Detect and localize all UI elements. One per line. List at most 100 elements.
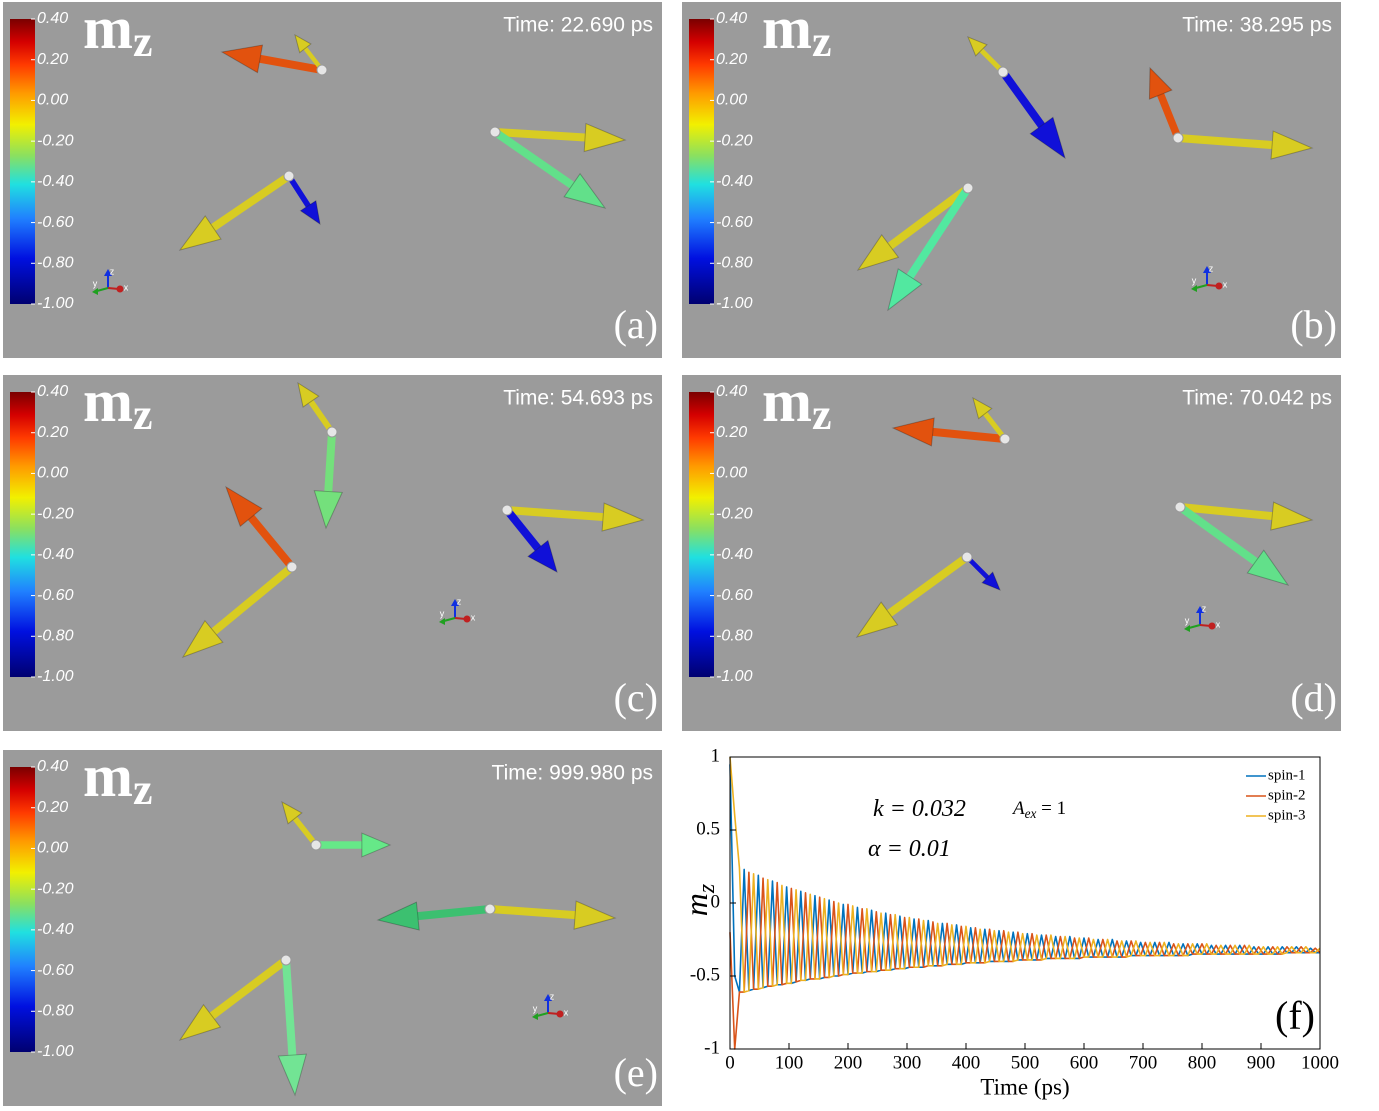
y-axis-symbol: m bbox=[678, 893, 714, 916]
arrow-shaft bbox=[209, 956, 289, 1020]
spin-joint bbox=[997, 66, 1009, 78]
colorbar-tick-label: -1.00 bbox=[716, 295, 753, 312]
triad-head bbox=[451, 599, 459, 606]
quantity-label: mz bbox=[762, 0, 832, 66]
colorbar-tick-label: 0.20 bbox=[37, 799, 68, 816]
quantity-subscript: z bbox=[812, 17, 832, 66]
arrow-shaft bbox=[247, 514, 296, 570]
spin-joint bbox=[962, 182, 974, 194]
quantity-label: mz bbox=[83, 368, 153, 439]
colorbar-tick-label: -0.20 bbox=[37, 880, 74, 897]
arrow-shaft bbox=[292, 816, 319, 847]
arrow-head bbox=[967, 36, 988, 57]
arrow-head bbox=[299, 199, 321, 226]
x-tick-label: 700 bbox=[1129, 1052, 1158, 1073]
arrow-head bbox=[181, 619, 224, 658]
triad-head bbox=[104, 269, 112, 276]
x-tick-label: 900 bbox=[1247, 1052, 1276, 1073]
arrow-head bbox=[1029, 116, 1066, 160]
colorbar bbox=[689, 19, 714, 304]
arrow-head bbox=[855, 601, 899, 638]
colorbar-tick-label: -0.60 bbox=[716, 214, 753, 231]
panel-background bbox=[682, 375, 1341, 731]
annotation-subscript: ex bbox=[1025, 806, 1037, 821]
quantity-symbol: m bbox=[762, 368, 812, 434]
colorbar-tick-label: -0.40 bbox=[37, 173, 74, 190]
x-tick-label: 0 bbox=[725, 1052, 735, 1073]
time-label: Time: 54.693 ps bbox=[503, 387, 653, 410]
legend-label: spin-1 bbox=[1268, 767, 1306, 783]
time-label: Time: 999.980 ps bbox=[492, 762, 653, 785]
arrow-head bbox=[527, 539, 558, 574]
line-chart: 0 100 200 300 400 500 600 700 800 900 1000 1 0.5 0 -0.… bbox=[678, 745, 1339, 1099]
quantity-symbol: m bbox=[83, 368, 133, 434]
arrow-head bbox=[1270, 130, 1314, 160]
arrow-shaft bbox=[886, 553, 970, 617]
arrow-head bbox=[573, 900, 617, 930]
arrow-shaft bbox=[1177, 134, 1273, 150]
annotation-text: A bbox=[1011, 798, 1025, 819]
arrow-shaft bbox=[932, 427, 1006, 443]
arrow-head bbox=[856, 234, 900, 271]
triad-head bbox=[92, 288, 98, 295]
spin-joint bbox=[280, 954, 292, 966]
triad-head bbox=[1203, 266, 1211, 273]
triad-head bbox=[1215, 282, 1223, 290]
y-axis-subscript: z bbox=[694, 883, 720, 894]
arrow-shaft bbox=[324, 431, 336, 492]
arrow-head bbox=[313, 490, 344, 530]
x-tick-label: 300 bbox=[893, 1052, 922, 1073]
series-line bbox=[729, 756, 1321, 993]
arrow-head bbox=[563, 172, 607, 209]
triad-head bbox=[544, 994, 552, 1001]
colorbar-tick-label: 0.40 bbox=[716, 10, 747, 27]
x-tick-label: 600 bbox=[1070, 1052, 1099, 1073]
annotation: Aex = 1 bbox=[1011, 798, 1066, 821]
triad-label: z bbox=[110, 266, 115, 276]
arrow-head bbox=[361, 832, 392, 858]
arrow-head bbox=[1148, 66, 1173, 100]
triad-label: y bbox=[1192, 275, 1197, 285]
quantity-label: mz bbox=[83, 0, 153, 66]
arrow-head bbox=[178, 1003, 222, 1041]
arrow-head bbox=[972, 396, 993, 420]
spin-joint bbox=[489, 126, 501, 138]
plot-area bbox=[730, 757, 1320, 1049]
triad-label: x bbox=[564, 1007, 569, 1017]
arrow-head bbox=[601, 502, 645, 532]
arrow-shaft bbox=[887, 184, 971, 250]
quantity-subscript: z bbox=[133, 17, 153, 66]
legend-label: spin-3 bbox=[1268, 807, 1306, 823]
quantity-symbol: m bbox=[83, 743, 133, 809]
colorbar-tick-label: -0.60 bbox=[37, 587, 74, 604]
y-tick-label: -0.5 bbox=[690, 964, 720, 985]
colorbar-tick-label: -0.80 bbox=[716, 255, 753, 272]
panel-label: (f) bbox=[1275, 993, 1315, 1038]
colorbar-tick-label: 0.00 bbox=[37, 840, 68, 857]
colorbar-tick-label: -0.20 bbox=[37, 132, 74, 149]
arrow-head bbox=[887, 268, 923, 312]
colorbar-tick-label: -1.00 bbox=[37, 1043, 74, 1060]
arrow-head bbox=[220, 44, 264, 74]
triad-axis bbox=[96, 287, 109, 292]
annotation-text: α = 0.01 bbox=[868, 836, 951, 862]
quantity-label: mz bbox=[83, 743, 153, 814]
colorbar-tick-label: 0.40 bbox=[37, 10, 68, 27]
arrow-shaft bbox=[211, 563, 295, 635]
colorbar-tick-label: -0.80 bbox=[37, 628, 74, 645]
triad-label: x bbox=[1216, 619, 1221, 629]
spin-joint bbox=[999, 433, 1011, 445]
spin-joint bbox=[316, 64, 328, 76]
colorbar-tick-label: -0.60 bbox=[37, 214, 74, 231]
quantity-label: mz bbox=[762, 368, 832, 439]
colorbar-tick-label: 0.00 bbox=[37, 92, 68, 109]
y-tick-label: 0.5 bbox=[696, 818, 720, 839]
colorbar-tick-label: 0.00 bbox=[37, 465, 68, 482]
triad-label: y bbox=[440, 608, 445, 618]
triad-label: z bbox=[457, 596, 462, 606]
spin-joint bbox=[283, 170, 295, 182]
arrow-shaft bbox=[282, 959, 297, 1056]
colorbar-tick-label: -0.80 bbox=[716, 628, 753, 645]
